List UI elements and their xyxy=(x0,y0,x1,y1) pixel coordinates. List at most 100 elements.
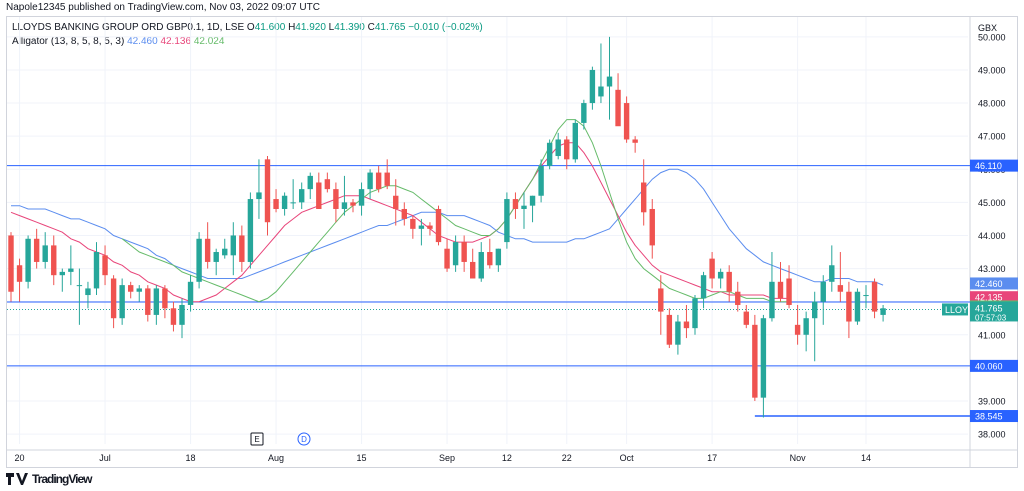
lips-value: 42.024 xyxy=(193,36,225,47)
close-value: 41.765 xyxy=(374,22,406,33)
indicator-price-tag: 42.460 xyxy=(975,279,1003,289)
candle-body xyxy=(777,281,784,299)
candle-body xyxy=(16,265,23,282)
candle-body xyxy=(504,199,510,243)
segment-price-tag: 38.545 xyxy=(975,412,1003,422)
candle-body xyxy=(760,318,767,398)
candle-body xyxy=(717,271,724,279)
candle-body xyxy=(735,291,741,305)
x-tick-label: Aug xyxy=(268,453,284,463)
candle-body xyxy=(641,182,647,213)
candle-body xyxy=(410,218,416,229)
candle-body xyxy=(564,139,570,160)
candle-body xyxy=(401,208,407,219)
x-tick-label: 12 xyxy=(502,453,512,463)
candle-body xyxy=(85,288,91,296)
candle-body xyxy=(42,245,48,262)
candle-body xyxy=(863,295,869,297)
candle-body xyxy=(59,271,65,276)
candle-body xyxy=(829,265,835,282)
candle-body xyxy=(871,281,878,312)
candle-body xyxy=(623,103,630,140)
candle-body xyxy=(102,255,108,276)
x-tick-label: 14 xyxy=(861,453,871,463)
candle-body xyxy=(546,142,553,166)
candle-body xyxy=(264,159,271,223)
candle-body xyxy=(324,179,331,190)
candle-body xyxy=(273,199,279,209)
dividend-marker: D xyxy=(301,435,307,444)
indicator-price-tag-bg xyxy=(970,291,1018,304)
candle-body xyxy=(341,202,348,209)
candle-body xyxy=(769,281,775,319)
candle-body xyxy=(444,248,450,269)
x-tick-label: 20 xyxy=(15,453,25,463)
chart-frame xyxy=(6,16,1018,468)
candle-body xyxy=(820,281,826,302)
y-tick-label: 43.000 xyxy=(978,264,1006,274)
candle-body xyxy=(153,288,160,315)
y-tick-label: 49.000 xyxy=(978,65,1006,75)
tradingview-logo-icon xyxy=(6,473,28,485)
symbol-tag-bg xyxy=(942,303,968,316)
candle-body xyxy=(606,76,613,87)
y-tick-label: 44.000 xyxy=(978,231,1006,241)
candle-body xyxy=(333,189,339,209)
close-label: C xyxy=(367,22,375,33)
candle-body xyxy=(350,202,356,206)
alligator-teeth-line xyxy=(10,142,790,303)
y-tick-label: 45.000 xyxy=(978,198,1006,208)
indicator-price-tag-bg xyxy=(970,277,1018,290)
candle-body xyxy=(170,308,177,325)
candle-body xyxy=(538,165,544,196)
teeth-value: 42.136 xyxy=(160,36,192,47)
candle-body xyxy=(649,208,655,246)
jaw-value: 42.460 xyxy=(127,36,158,47)
candle-body xyxy=(803,318,809,335)
candle-body xyxy=(752,324,758,398)
candle-body xyxy=(555,139,561,157)
candle-body xyxy=(196,238,202,282)
candle-body xyxy=(854,291,861,322)
candle-body xyxy=(461,242,467,262)
candle-body xyxy=(187,281,194,305)
y-tick-label: 50.000 xyxy=(978,32,1006,42)
level-price-tag-bg xyxy=(970,359,1018,372)
candle-body xyxy=(299,189,305,203)
indicator-title: Alligator (13, 8, 5, 8, 5, 3) xyxy=(12,36,125,47)
change-value: −0.010 (−0.02%) xyxy=(408,22,483,33)
level-price-tag: 40.060 xyxy=(975,361,1003,371)
candle-body xyxy=(521,205,527,209)
candle-body xyxy=(658,288,664,312)
candle-body xyxy=(25,238,31,282)
candle-body xyxy=(666,314,673,345)
brand-name: TradingView xyxy=(32,472,92,486)
high-value: 41.920 xyxy=(295,22,326,33)
publisher-line: Napole12345 published on TradingView.com… xyxy=(6,2,320,13)
candle-body xyxy=(290,202,296,204)
candle-body xyxy=(119,285,125,319)
x-tick-label: 22 xyxy=(562,453,572,463)
candle-body xyxy=(846,291,852,322)
candle-body xyxy=(384,172,390,186)
candle-body xyxy=(393,195,399,209)
candle-body xyxy=(93,252,100,289)
candle-body xyxy=(76,285,83,287)
candle-body xyxy=(880,308,886,315)
candle-body xyxy=(51,245,57,276)
candle-body xyxy=(316,182,322,209)
candle-body xyxy=(247,199,254,262)
symbol-title: LLOYDS BANKING GROUP ORD GBP0.1, 1D, LSE xyxy=(12,22,245,33)
indicator-legend[interactable]: Alligator (13, 8, 5, 8, 5, 3) 42.460 42.… xyxy=(12,36,224,47)
y-tick-label: 41.000 xyxy=(978,330,1006,340)
y-tick-label: 38.000 xyxy=(978,430,1006,440)
indicator-price-tag: 42.135 xyxy=(975,293,1003,303)
candle-body xyxy=(204,238,211,262)
candle-body xyxy=(709,258,715,279)
currency-label: GBX xyxy=(978,23,997,33)
candle-body xyxy=(281,195,288,209)
y-tick-label: 47.000 xyxy=(978,132,1006,142)
x-tick-label: Jul xyxy=(99,453,111,463)
last-price-tag-bg xyxy=(970,301,1018,322)
